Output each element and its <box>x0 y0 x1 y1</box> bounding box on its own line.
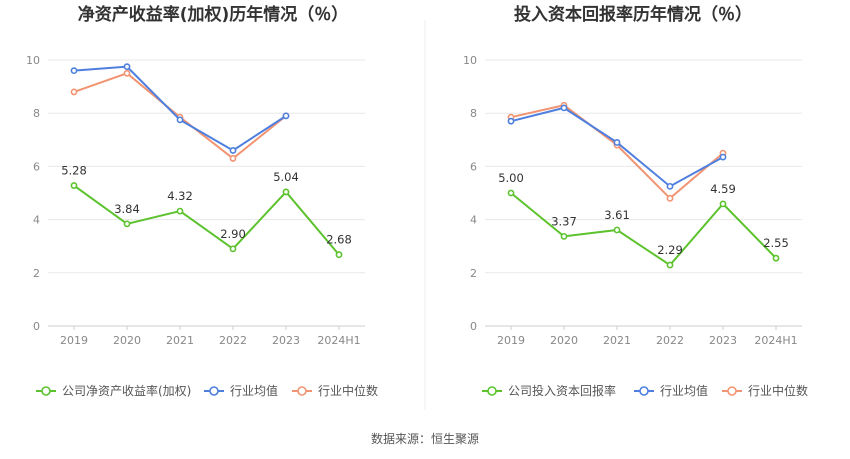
data-point <box>70 88 78 96</box>
data-label: 4.59 <box>710 182 736 196</box>
data-point <box>560 232 568 240</box>
x-tick-label: 2020 <box>550 334 578 347</box>
series-line <box>73 184 340 256</box>
x-tick-label: 2021 <box>603 334 631 347</box>
data-point <box>507 117 515 125</box>
x-tick-label: 2023 <box>272 334 300 347</box>
y-tick-label: 10 <box>463 54 477 67</box>
data-point <box>613 139 621 146</box>
data-source: 数据来源：恒生聚源 <box>371 431 479 446</box>
legend-marker <box>487 386 497 396</box>
data-point <box>282 112 290 120</box>
chart-1: 净资产收益率(加权)历年情况（％） 0 2 4 6 8 10 2019 2020 2021 2022… <box>26 4 378 398</box>
data-point <box>70 182 78 189</box>
data-point <box>719 153 727 161</box>
legend-entry: 行业中位数 <box>748 383 808 398</box>
data-point <box>123 220 131 228</box>
x-tick-label: 2019 <box>60 334 88 347</box>
legend-marker <box>41 386 51 396</box>
data-label: 3.84 <box>114 202 140 216</box>
data-point <box>282 188 290 196</box>
y-tick-label: 0 <box>470 320 477 333</box>
y-tick-label: 10 <box>26 54 40 67</box>
legend-marker <box>209 386 219 396</box>
x-tick-label: 2023 <box>709 334 737 347</box>
x-tick-label: 2022 <box>219 334 247 347</box>
chart-title: 净资产收益率(加权)历年情况（％） <box>78 4 349 25</box>
chart-title: 投入资本回报率历年情况（％） <box>514 4 752 25</box>
data-point <box>229 155 237 162</box>
data-point <box>666 182 674 190</box>
x-tick-label: 2021 <box>166 334 194 347</box>
data-point <box>70 67 78 75</box>
legend-marker <box>639 386 649 396</box>
data-label: 5.00 <box>498 171 524 185</box>
legend-marker <box>727 386 737 396</box>
data-label: 5.04 <box>273 170 299 184</box>
data-point <box>335 251 343 259</box>
data-label: 5.28 <box>61 164 87 178</box>
legend-entry: 公司投入资本回报率 <box>508 383 616 398</box>
legend-entry: 行业均值 <box>230 383 278 398</box>
data-point <box>507 189 515 197</box>
x-tick-label: 2020 <box>113 334 141 347</box>
data-point <box>666 261 674 269</box>
data-label: 2.55 <box>763 236 789 250</box>
y-tick-label: 4 <box>470 214 477 227</box>
data-point <box>123 63 131 71</box>
y-tick-label: 8 <box>470 107 477 120</box>
chart-2: 投入资本回报率历年情况（％） 0 2 4 6 8 10 2019 2020 2021 2022 202… <box>463 4 808 398</box>
y-tick-label: 2 <box>33 267 40 280</box>
y-tick-label: 0 <box>33 320 40 333</box>
x-tick-label: 2019 <box>497 334 525 347</box>
legend-marker <box>297 386 307 396</box>
data-point <box>613 226 621 234</box>
data-point <box>123 69 131 77</box>
y-tick-label: 2 <box>470 267 477 280</box>
data-label: 2.68 <box>326 233 352 247</box>
data-label: 3.37 <box>551 214 577 228</box>
data-label: 2.29 <box>657 243 683 257</box>
data-point <box>229 245 237 253</box>
data-point <box>666 194 674 202</box>
legend-entry: 行业均值 <box>660 383 708 398</box>
series-line <box>510 192 777 267</box>
data-label: 3.61 <box>604 208 630 222</box>
data-point <box>772 254 780 262</box>
data-point <box>719 200 727 208</box>
series-line <box>73 65 287 152</box>
y-tick-label: 8 <box>33 107 40 120</box>
data-point <box>560 104 568 112</box>
y-tick-label: 4 <box>33 214 40 227</box>
x-tick-label: 2022 <box>656 334 684 347</box>
legend-entry: 行业中位数 <box>318 383 378 398</box>
data-point <box>176 207 184 215</box>
legend-entry: 公司净资产收益率(加权) <box>62 383 191 398</box>
y-tick-label: 6 <box>33 160 40 173</box>
series-line <box>510 104 724 200</box>
x-tick-label: 2024H1 <box>317 334 360 347</box>
data-label: 2.90 <box>220 227 246 241</box>
x-tick-label: 2024H1 <box>754 334 797 347</box>
data-point <box>229 147 237 154</box>
y-tick-label: 6 <box>470 160 477 173</box>
data-label: 4.32 <box>167 189 193 203</box>
data-point <box>176 116 184 124</box>
